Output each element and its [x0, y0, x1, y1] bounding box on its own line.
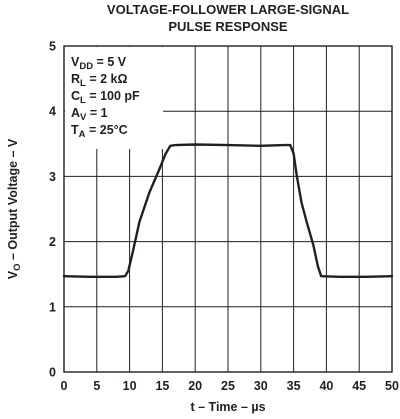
y-tick-label: 3: [49, 170, 56, 184]
condition-line: RL = 2 kΩ: [71, 72, 128, 89]
y-axis-label: VO – Output Voltage – V: [6, 138, 23, 279]
condition-subscript: L: [80, 78, 86, 89]
x-tick-label: 10: [123, 379, 137, 393]
x-tick-label: 15: [155, 379, 169, 393]
x-tick-label: 50: [385, 379, 399, 393]
y-axis-label-prefix: V: [6, 270, 20, 279]
condition-subscript: V: [80, 112, 87, 123]
x-tick-label: 30: [254, 379, 268, 393]
condition-value: = 25°C: [86, 123, 128, 137]
x-tick-label: 45: [352, 379, 366, 393]
condition-symbol: C: [71, 89, 80, 103]
condition-value: = 100 pF: [86, 89, 140, 103]
condition-value: = 2 kΩ: [86, 72, 128, 86]
condition-subscript: L: [80, 95, 86, 106]
y-tick-label: 2: [49, 235, 56, 249]
condition-symbol: R: [71, 72, 80, 86]
y-axis-label-subscript: O: [12, 264, 23, 271]
condition-subscript: DD: [79, 61, 93, 72]
grid: [64, 46, 392, 372]
plot-frame: [63, 45, 393, 373]
condition-line: CL = 100 pF: [71, 89, 140, 106]
x-tick-label: 35: [287, 379, 301, 393]
condition-line: VDD = 5 V: [71, 55, 127, 72]
condition-value: = 5 V: [93, 55, 127, 69]
condition-symbol: V: [71, 55, 80, 69]
x-tick-label: 5: [93, 379, 100, 393]
x-tick-label: 0: [61, 379, 68, 393]
condition-value: = 1: [86, 106, 107, 120]
x-axis-label: t – Time – µs: [190, 400, 265, 414]
x-tick-label: 20: [188, 379, 202, 393]
condition-symbol: A: [71, 106, 80, 120]
y-tick-label: 1: [49, 300, 56, 314]
x-tick-label: 25: [221, 379, 235, 393]
series-layer: [62, 143, 394, 278]
condition-line: TA = 25°C: [71, 123, 128, 140]
chart-title-line-2: PULSE RESPONSE: [168, 19, 288, 34]
y-axis-label-suffix: – Output Voltage – V: [6, 138, 20, 263]
x-tick-label: 40: [319, 379, 333, 393]
y-tick-label: 0: [49, 366, 56, 380]
condition-symbol: T: [71, 123, 79, 137]
conditions-background: [65, 47, 163, 149]
chart-title-line-1: VOLTAGE-FOLLOWER LARGE-SIGNAL: [107, 2, 349, 17]
condition-line: AV = 1: [71, 106, 108, 123]
condition-subscript: A: [79, 129, 86, 140]
y-tick-label: 4: [49, 105, 56, 119]
y-tick-label: 5: [49, 40, 56, 54]
output-voltage-line: [62, 143, 394, 278]
